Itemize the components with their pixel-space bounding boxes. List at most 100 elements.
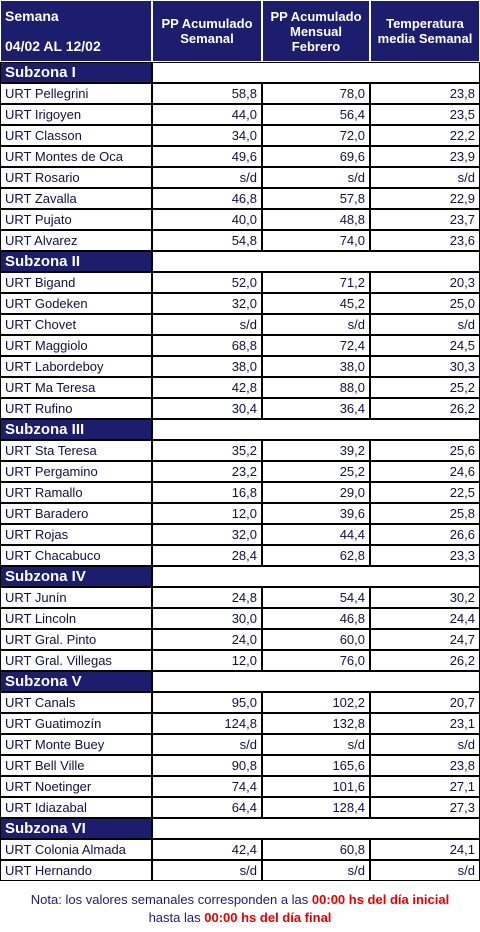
value-cell: 88,0 — [262, 377, 370, 398]
value-cell: s/d — [262, 167, 370, 188]
value-cell: 165,6 — [262, 755, 370, 776]
value-cell: 64,4 — [152, 797, 262, 818]
value-cell: 90,8 — [152, 755, 262, 776]
value-cell: 128,4 — [262, 797, 370, 818]
value-cell: 46,8 — [152, 188, 262, 209]
value-cell: 32,0 — [152, 293, 262, 314]
value-cell: 62,8 — [262, 545, 370, 566]
value-cell: 57,8 — [262, 188, 370, 209]
note-text: hasta las — [148, 910, 201, 925]
station-cell: URT Canals — [0, 692, 152, 713]
value-cell: 26,6 — [370, 524, 480, 545]
subzone-title: Subzona IV — [0, 566, 152, 587]
value-cell: 46,8 — [262, 608, 370, 629]
value-cell: 27,1 — [370, 776, 480, 797]
value-cell: 23,1 — [370, 713, 480, 734]
value-cell: s/d — [152, 167, 262, 188]
value-cell: 22,9 — [370, 188, 480, 209]
value-cell: 25,2 — [370, 377, 480, 398]
station-cell: URT Alvarez — [0, 230, 152, 251]
note-text: Nota: los valores semanales corresponden… — [30, 892, 309, 907]
station-cell: URT Chovet — [0, 314, 152, 335]
value-cell: 95,0 — [152, 692, 262, 713]
value-cell: 23,8 — [370, 755, 480, 776]
value-cell: 49,6 — [152, 146, 262, 167]
station-cell: URT Labordeboy — [0, 356, 152, 377]
value-cell: 69,6 — [262, 146, 370, 167]
station-cell: URT Ma Teresa — [0, 377, 152, 398]
value-cell: 68,8 — [152, 335, 262, 356]
column-header: Temperatura media Semanal — [370, 0, 480, 62]
value-cell: 124,8 — [152, 713, 262, 734]
station-cell: URT Bell Ville — [0, 755, 152, 776]
note-highlight: 00:00 hs del día final — [204, 910, 332, 925]
value-cell: 23,3 — [370, 545, 480, 566]
value-cell: 23,2 — [152, 461, 262, 482]
value-cell: 72,0 — [262, 125, 370, 146]
subzone-blank — [152, 251, 480, 272]
value-cell: 12,0 — [152, 503, 262, 524]
value-cell: 34,0 — [152, 125, 262, 146]
value-cell: 40,0 — [152, 209, 262, 230]
subzone-title: Subzona I — [0, 62, 152, 83]
station-cell: URT Godeken — [0, 293, 152, 314]
value-cell: 74,0 — [262, 230, 370, 251]
value-cell: 23,6 — [370, 230, 480, 251]
value-cell: 29,0 — [262, 482, 370, 503]
value-cell: 101,6 — [262, 776, 370, 797]
value-cell: 23,7 — [370, 209, 480, 230]
value-cell: 16,8 — [152, 482, 262, 503]
value-cell: s/d — [370, 860, 480, 881]
subzone-title: Subzona V — [0, 671, 152, 692]
value-cell: 44,4 — [262, 524, 370, 545]
value-cell: 24,0 — [152, 629, 262, 650]
value-cell: 38,0 — [262, 356, 370, 377]
value-cell: 24,8 — [152, 587, 262, 608]
value-cell: s/d — [370, 167, 480, 188]
column-header: PP Acumulado Mensual Febrero — [262, 0, 370, 62]
value-cell: 23,9 — [370, 146, 480, 167]
value-cell: s/d — [262, 314, 370, 335]
subzone-blank — [152, 818, 480, 839]
station-cell: URT Irigoyen — [0, 104, 152, 125]
note-highlight: 00:00 hs del día inicial — [311, 892, 450, 907]
station-cell: URT Idiazabal — [0, 797, 152, 818]
header-text: 04/02 AL 12/02 — [5, 37, 101, 54]
value-cell: 78,0 — [262, 83, 370, 104]
value-cell: 22,2 — [370, 125, 480, 146]
value-cell: 32,0 — [152, 524, 262, 545]
subzone-blank — [152, 419, 480, 440]
value-cell: 42,4 — [152, 839, 262, 860]
station-cell: URT Chacabuco — [0, 545, 152, 566]
subzone-title: Subzona II — [0, 251, 152, 272]
value-cell: 30,0 — [152, 608, 262, 629]
value-cell: 36,4 — [262, 398, 370, 419]
value-cell: 26,2 — [370, 650, 480, 671]
station-cell: URT Rosario — [0, 167, 152, 188]
station-cell: URT Pujato — [0, 209, 152, 230]
station-cell: URT Monte Buey — [0, 734, 152, 755]
station-cell: URT Montes de Oca — [0, 146, 152, 167]
value-cell: s/d — [152, 860, 262, 881]
station-cell: URT Pergamino — [0, 461, 152, 482]
station-cell: URT Classon — [0, 125, 152, 146]
value-cell: 52,0 — [152, 272, 262, 293]
station-cell: URT Gral. Villegas — [0, 650, 152, 671]
value-cell: s/d — [152, 734, 262, 755]
value-cell: 48,8 — [262, 209, 370, 230]
value-cell: 12,0 — [152, 650, 262, 671]
value-cell: 30,4 — [152, 398, 262, 419]
value-cell: 24,1 — [370, 839, 480, 860]
value-cell: 23,8 — [370, 83, 480, 104]
station-cell: URT Lincoln — [0, 608, 152, 629]
station-cell: URT Bigand — [0, 272, 152, 293]
station-cell: URT Junín — [0, 587, 152, 608]
value-cell: 42,8 — [152, 377, 262, 398]
value-cell: 35,2 — [152, 440, 262, 461]
value-cell: 25,0 — [370, 293, 480, 314]
column-header: PP Acumulado Semanal — [152, 0, 262, 62]
value-cell: 54,8 — [152, 230, 262, 251]
station-cell: URT Hernando — [0, 860, 152, 881]
value-cell: 102,2 — [262, 692, 370, 713]
